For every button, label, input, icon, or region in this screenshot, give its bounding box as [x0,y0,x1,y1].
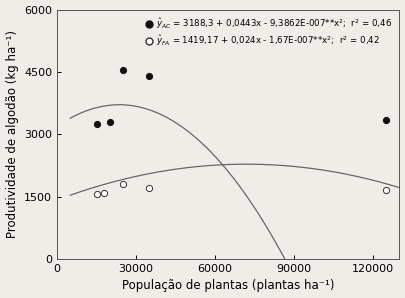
Point [94,192,100,197]
Point [120,182,126,187]
Legend: $\hat{y}_{AC}$ = 3188,3 + 0,0443x - 9,3862E-007**x$^2$;  r$^2$ = 0,46, $\hat{y}_: $\hat{y}_{AC}$ = 3188,3 + 0,0443x - 9,38… [142,14,395,50]
Point [146,186,153,191]
Point [383,117,390,122]
Point [146,74,153,78]
Point [101,190,108,195]
Point [107,119,113,124]
Y-axis label: Produtividade de algodão (kg ha⁻¹): Produtividade de algodão (kg ha⁻¹) [6,30,19,238]
Point [94,122,100,126]
X-axis label: População de plantas (plantas ha⁻¹): População de plantas (plantas ha⁻¹) [122,280,335,292]
Point [383,188,390,193]
Point [120,67,126,72]
